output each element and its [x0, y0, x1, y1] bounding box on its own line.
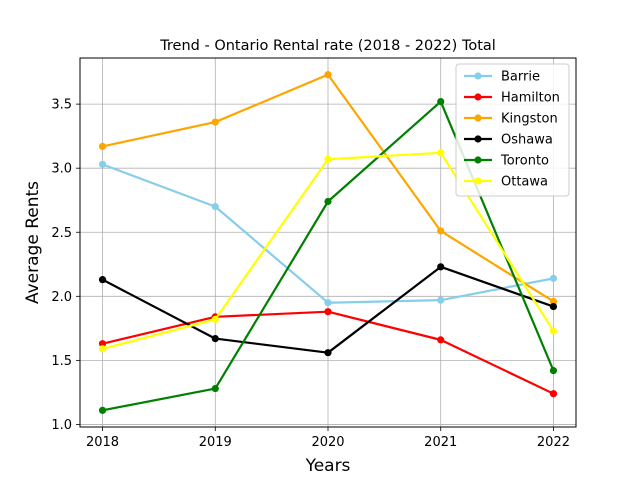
- legend-item-toronto: Toronto: [464, 154, 549, 169]
- legend-swatch-marker: [474, 72, 482, 80]
- series-barrie: [98, 160, 558, 307]
- legend-swatch-marker: [474, 156, 482, 164]
- legend: Barrie Hamilton Kingston Oshawa Toronto Ottaw…: [455, 63, 570, 197]
- x-axis-title: Years: [305, 456, 351, 476]
- data-point-kingston: [98, 142, 107, 151]
- legend-item-hamilton: Hamilton: [464, 91, 560, 106]
- y-tick-label: 1.5: [51, 354, 72, 369]
- data-point-toronto: [324, 197, 332, 206]
- y-tick-label: 3.5: [51, 98, 72, 113]
- data-point-oshawa: [98, 276, 107, 284]
- x-tick-label: 2020: [311, 435, 344, 450]
- data-point-hamilton: [98, 340, 107, 348]
- x-tick-label: 2021: [424, 435, 457, 450]
- legend-label: Barrie: [501, 70, 540, 85]
- data-point-kingston: [549, 297, 558, 306]
- legend-swatch-marker: [474, 135, 482, 143]
- data-point-toronto: [549, 367, 558, 375]
- legend-label: Ottawa: [501, 175, 548, 190]
- data-point-ottawa: [437, 149, 445, 157]
- legend-swatch-marker: [474, 177, 482, 185]
- data-point-toronto: [211, 384, 219, 393]
- x-tick-label: 2019: [199, 435, 232, 450]
- axis-ticks: 2018 2019 2020 2021 2022 1.0 1.5 2.0 2.5 3.0 3.5: [51, 98, 570, 450]
- y-tick-label: 2.0: [51, 290, 72, 305]
- data-point-barrie: [549, 274, 558, 282]
- legend-swatch-marker: [474, 93, 482, 101]
- legend-label: Oshawa: [501, 133, 553, 148]
- legend-label: Hamilton: [501, 91, 560, 106]
- data-point-oshawa: [437, 263, 445, 271]
- x-tick-label: 2022: [537, 435, 570, 450]
- data-point-hamilton: [437, 336, 445, 344]
- data-point-hamilton: [549, 390, 558, 398]
- data-point-toronto: [437, 97, 445, 106]
- data-point-kingston: [211, 118, 219, 126]
- legend-swatch-marker: [474, 114, 482, 122]
- series-ottawa: [98, 149, 558, 353]
- series-oshawa: [98, 263, 558, 357]
- legend-item-ottawa: Ottawa: [464, 175, 548, 190]
- data-point-kingston: [437, 227, 445, 235]
- y-axis-title: Average Rents: [23, 181, 43, 304]
- data-point-ottawa: [98, 345, 107, 353]
- data-point-barrie: [324, 299, 332, 307]
- data-point-oshawa: [324, 349, 332, 357]
- legend-item-kingston: Kingston: [464, 112, 558, 127]
- data-point-oshawa: [549, 302, 558, 311]
- data-point-ottawa: [211, 315, 219, 323]
- data-point-hamilton: [324, 308, 332, 316]
- data-point-barrie: [211, 203, 219, 211]
- data-point-oshawa: [211, 334, 219, 343]
- y-tick-label: 2.5: [51, 226, 72, 241]
- data-point-ottawa: [549, 327, 558, 335]
- chart-title: Trend - Ontario Rental rate (2018 - 2022…: [159, 38, 496, 54]
- x-tick-label: 2018: [86, 435, 119, 450]
- series-hamilton: [98, 308, 558, 398]
- data-point-ottawa: [324, 155, 332, 163]
- legend-label: Toronto: [500, 154, 549, 169]
- data-point-toronto: [98, 406, 107, 414]
- series-kingston: [98, 71, 558, 306]
- y-tick-label: 3.0: [51, 162, 72, 177]
- legend-item-barrie: Barrie: [464, 70, 540, 85]
- legend-label: Kingston: [501, 112, 558, 127]
- y-tick-label: 1.0: [51, 418, 72, 433]
- legend-item-oshawa: Oshawa: [464, 133, 553, 148]
- data-point-kingston: [324, 71, 332, 79]
- data-point-barrie: [98, 160, 107, 168]
- data-point-barrie: [437, 296, 445, 304]
